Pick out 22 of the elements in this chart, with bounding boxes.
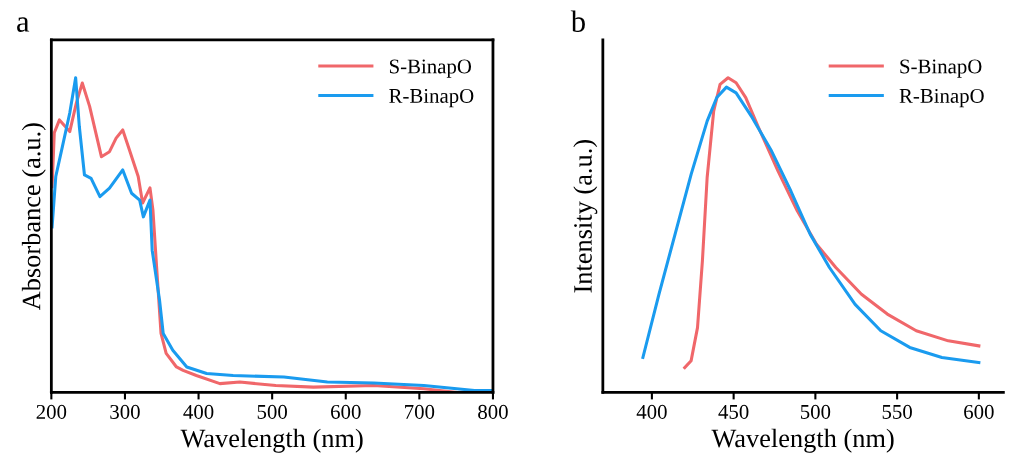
x-tick-label: 200 bbox=[36, 404, 67, 419]
x-tick-label: 500 bbox=[257, 404, 287, 419]
chart-title: a bbox=[17, 17, 30, 32]
x-tick-label: 500 bbox=[800, 404, 831, 419]
x-tick-label: 600 bbox=[964, 404, 994, 419]
legend-label: R-BinapO bbox=[899, 88, 984, 108]
x-tick-label: 550 bbox=[882, 404, 912, 419]
x-tick-label: 450 bbox=[718, 404, 749, 419]
chart-title: b bbox=[570, 10, 585, 32]
legend-label: S-BinapO bbox=[389, 59, 472, 78]
y-axis-title: Intensity (a.u.) bbox=[573, 140, 598, 293]
x-tick-label: 300 bbox=[110, 404, 140, 419]
x-tick-label: 800 bbox=[478, 404, 508, 419]
x-tick-label: 600 bbox=[331, 404, 361, 419]
x-tick-label: 400 bbox=[636, 404, 667, 419]
legend-label: R-BinapO bbox=[389, 88, 474, 108]
legend-label: S-BinapO bbox=[900, 59, 982, 78]
x-tick-label: 700 bbox=[405, 404, 435, 419]
x-tick-label: 400 bbox=[183, 404, 214, 419]
x-axis-title: Wavelength (nm) bbox=[180, 428, 363, 453]
x-axis-title: Wavelength (nm) bbox=[711, 428, 894, 453]
y-axis-title: Absorbance (a.u.) bbox=[21, 123, 46, 311]
